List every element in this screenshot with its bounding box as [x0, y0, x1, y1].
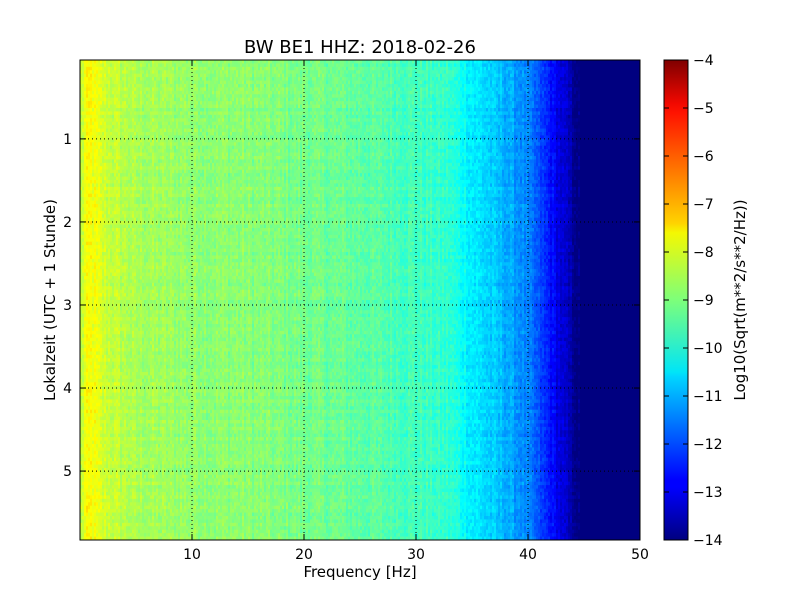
chart-title: BW BE1 HHZ: 2018-02-26: [244, 37, 476, 58]
spectrogram-heatmap: [80, 60, 641, 541]
spectrogram-figure: BW BE1 HHZ: 2018-02-26 10 20 30 40 50 12345 …: [0, 0, 800, 600]
